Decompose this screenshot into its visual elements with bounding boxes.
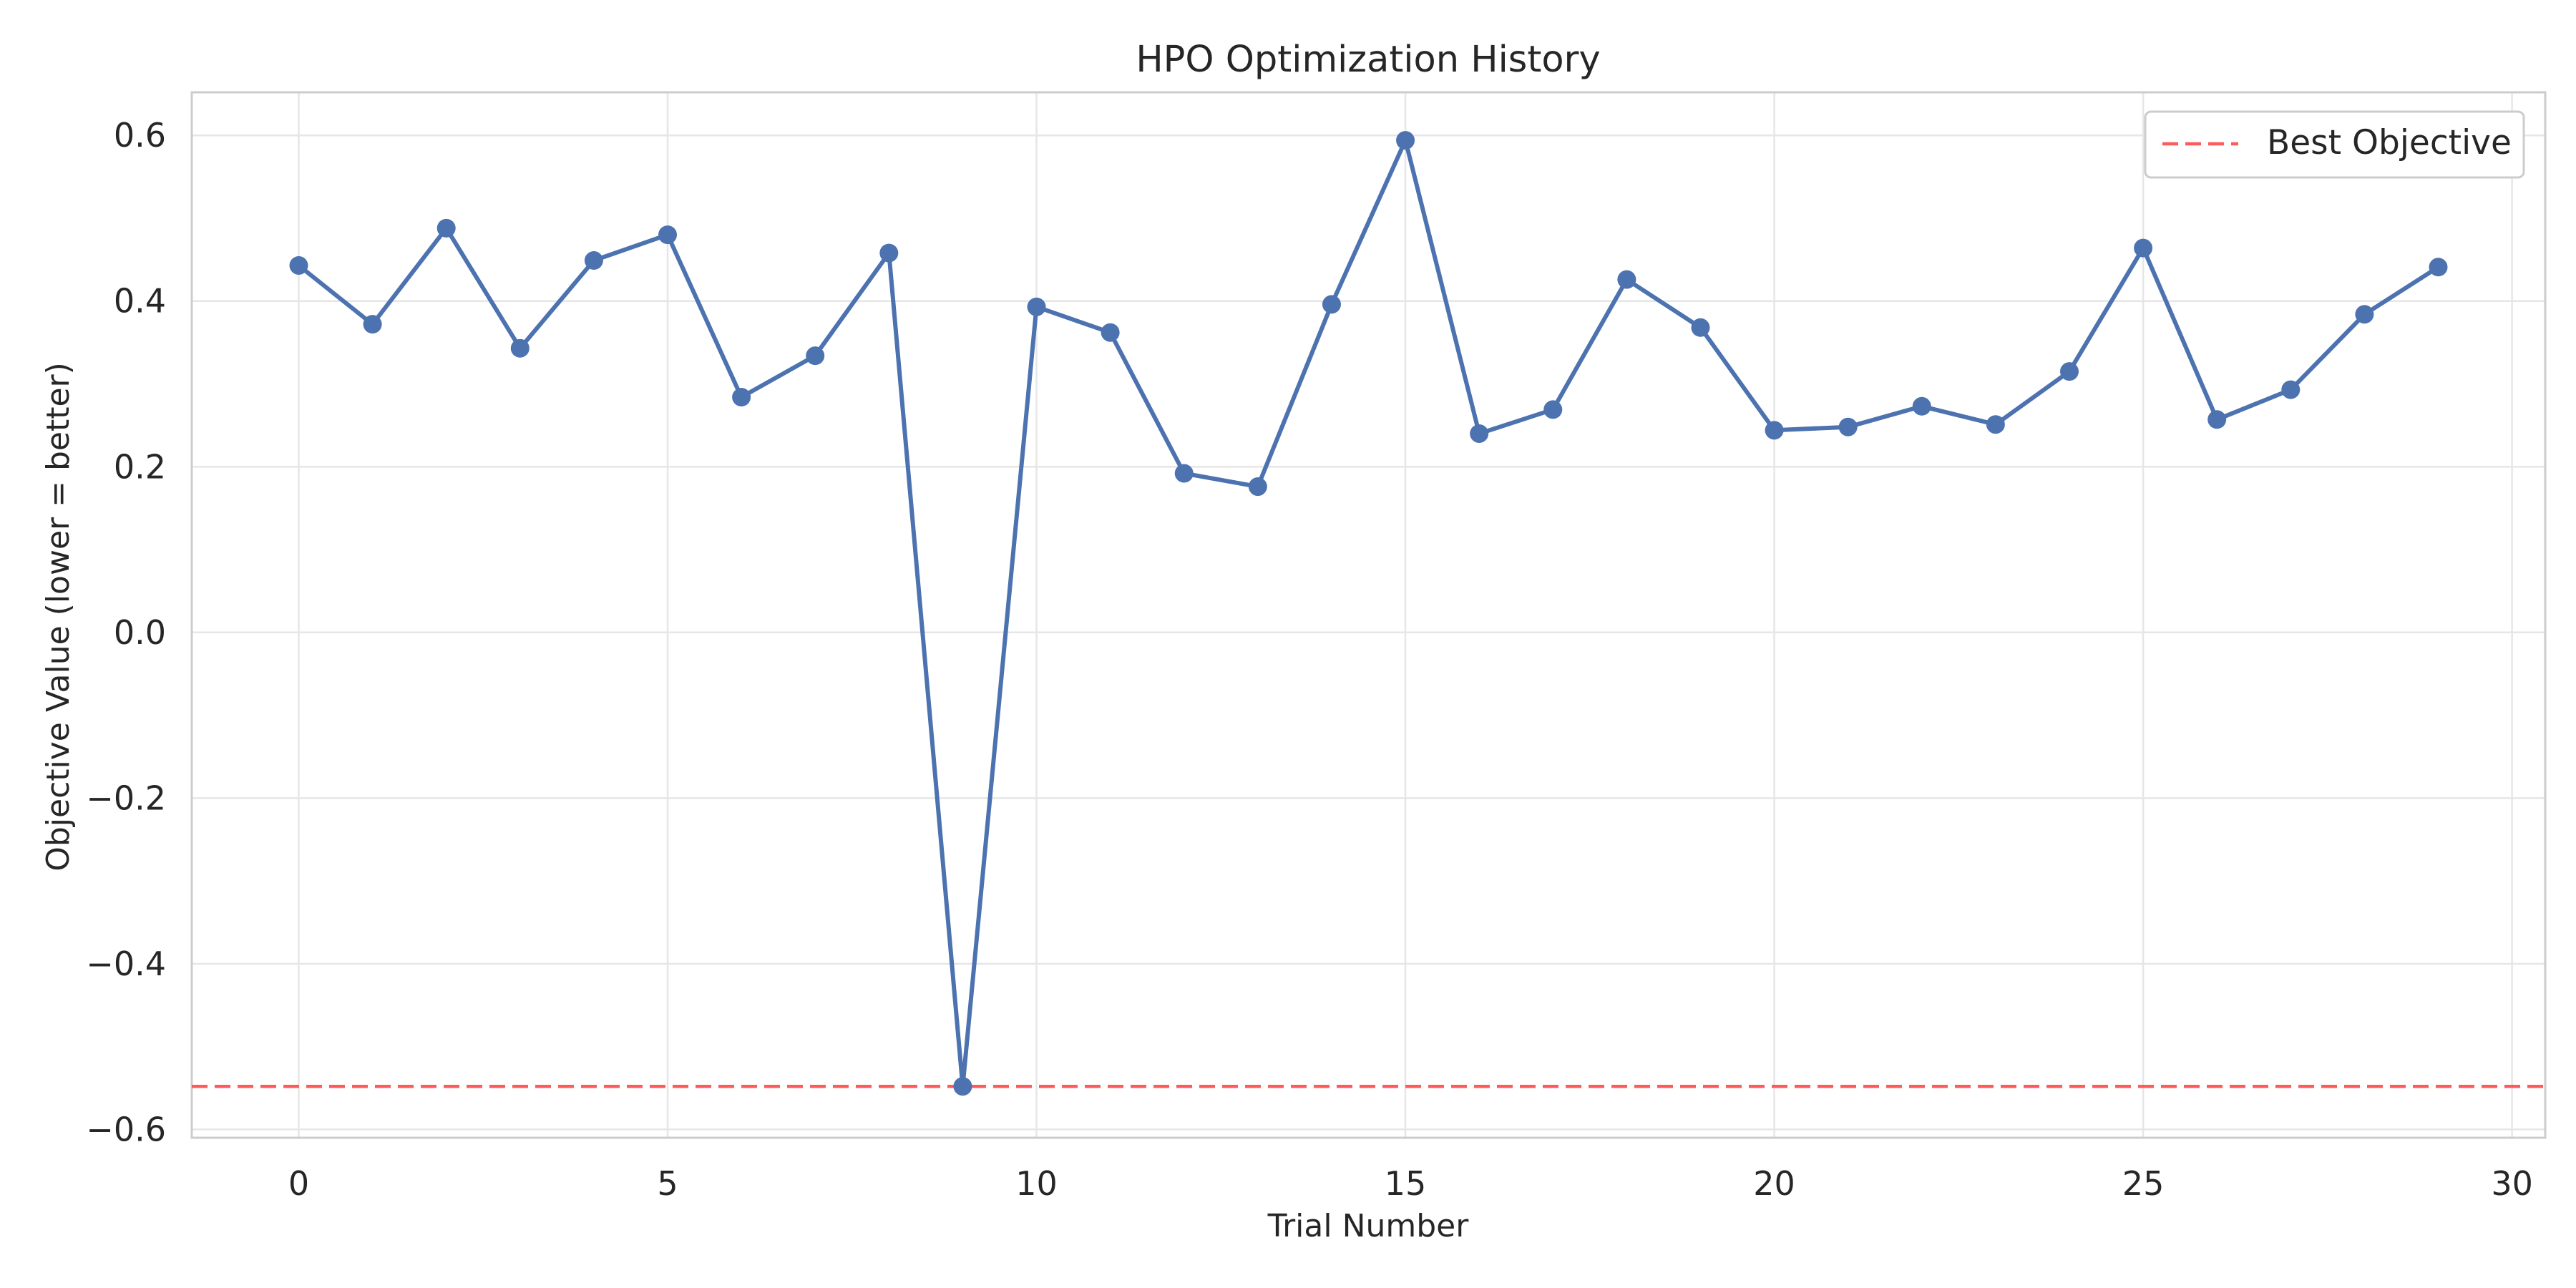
x-tick-label: 20 bbox=[1753, 1164, 1795, 1203]
data-point bbox=[2429, 258, 2448, 277]
data-point bbox=[1765, 421, 1784, 440]
data-point bbox=[436, 218, 456, 238]
data-point bbox=[2207, 410, 2227, 429]
data-point bbox=[1027, 297, 1046, 316]
y-tick-label: −0.6 bbox=[86, 1110, 166, 1148]
y-tick-label: −0.4 bbox=[86, 945, 166, 983]
plot-frame bbox=[190, 91, 2547, 1139]
data-point bbox=[1248, 477, 1267, 497]
data-point bbox=[1986, 415, 2005, 434]
y-tick-label: 0.0 bbox=[114, 613, 166, 652]
x-tick-label: 10 bbox=[1015, 1164, 1058, 1203]
data-point bbox=[363, 315, 382, 334]
data-point bbox=[1470, 424, 1489, 443]
legend-label: Best Objective bbox=[2267, 123, 2512, 162]
y-axis-label: Objective Value (lower = better) bbox=[40, 362, 77, 872]
y-tick-label: 0.6 bbox=[114, 116, 166, 155]
data-point bbox=[1174, 464, 1194, 483]
data-point bbox=[1912, 396, 1931, 416]
data-point bbox=[2281, 380, 2301, 399]
legend-box bbox=[2144, 110, 2525, 179]
x-tick-label: 25 bbox=[2122, 1164, 2165, 1203]
chart-title: HPO Optimization History bbox=[1136, 39, 1600, 81]
y-tick-label: 0.4 bbox=[114, 282, 166, 321]
y-tick-label: 0.2 bbox=[114, 447, 166, 486]
x-tick-label: 5 bbox=[657, 1164, 678, 1203]
data-point bbox=[510, 338, 530, 358]
data-point bbox=[2355, 305, 2374, 324]
data-point bbox=[1396, 131, 1415, 150]
x-tick-label: 30 bbox=[2491, 1164, 2533, 1203]
x-axis-label: Trial Number bbox=[1267, 1208, 1470, 1244]
data-point bbox=[1101, 323, 1120, 342]
data-point bbox=[2134, 238, 2153, 258]
series-layer bbox=[289, 131, 2448, 1096]
data-point bbox=[806, 346, 825, 366]
series-line bbox=[296, 138, 2441, 1089]
data-point bbox=[953, 1077, 972, 1096]
data-point bbox=[879, 243, 899, 263]
data-point bbox=[1322, 295, 1341, 314]
y-tick-label: −0.2 bbox=[86, 779, 166, 817]
data-point bbox=[658, 225, 678, 245]
data-point bbox=[1543, 400, 1563, 419]
legend: Best Objective bbox=[2144, 110, 2525, 179]
data-point bbox=[1617, 270, 1636, 289]
data-point bbox=[584, 251, 603, 270]
data-point bbox=[289, 255, 308, 275]
ticks: 0 5 10 15 20 25 30 −0.6 −0.4 −0.2 0.0 0.2 0.4 0.6 bbox=[86, 116, 2533, 1203]
data-point bbox=[732, 388, 751, 407]
x-tick-label: 15 bbox=[1385, 1164, 1427, 1203]
data-point bbox=[1838, 417, 1858, 436]
x-tick-label: 0 bbox=[288, 1164, 309, 1203]
data-point bbox=[1691, 318, 1710, 337]
data-point bbox=[2059, 362, 2079, 381]
